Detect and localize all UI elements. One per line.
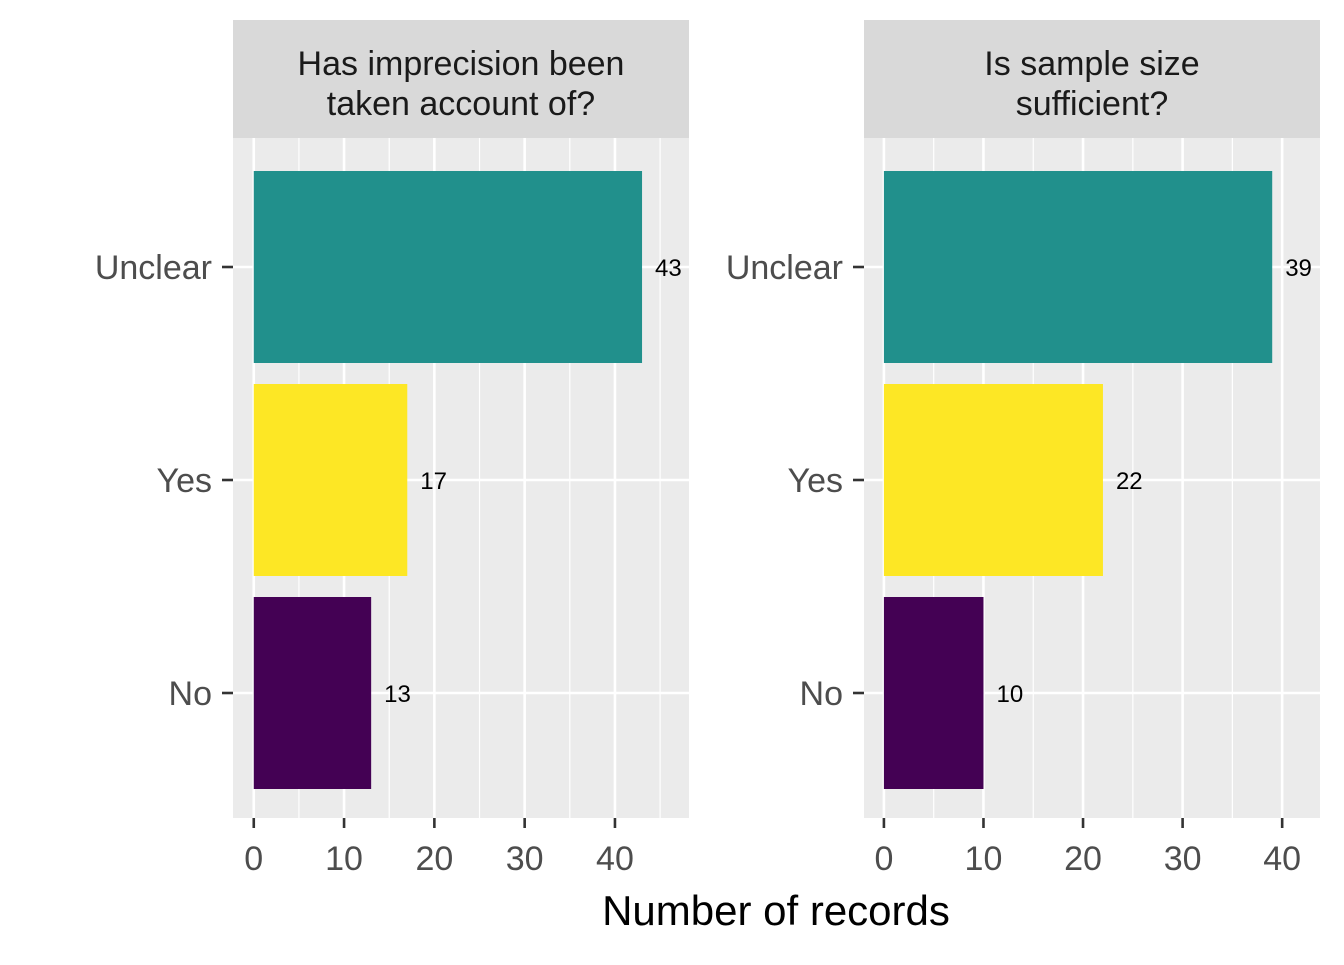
facet-title-line: taken account of? [327,85,595,123]
bar-yes [883,384,1103,576]
x-tick-label: 40 [1263,840,1301,878]
y-tick-label: No [169,675,212,713]
y-tick-label: Yes [157,462,212,500]
bar-value-label: 43 [655,255,682,282]
bar-yes [253,384,408,576]
x-tick-label: 30 [1164,840,1202,878]
facet-title-line: sufficient? [1016,85,1168,123]
x-tick-label: 0 [874,840,893,878]
y-tick-label: Unclear [726,249,843,287]
facet-strip [864,20,1320,138]
facet-title-line: Is sample size [984,45,1199,83]
facet-strip [233,20,689,138]
x-tick-label: 10 [325,840,363,878]
x-tick-label: 20 [415,840,453,878]
bar-value-label: 10 [996,681,1023,708]
x-tick-label: 30 [506,840,544,878]
bar-no [253,597,372,789]
x-tick-label: 0 [244,840,263,878]
bar-value-label: 17 [420,468,447,495]
bar-unclear [253,171,643,363]
y-tick-label: No [800,675,843,713]
y-tick-label: Yes [788,462,843,500]
x-axis-title: Number of records [602,887,950,934]
bar-unclear [883,171,1273,363]
bar-no [883,597,984,789]
x-tick-label: 20 [1064,840,1102,878]
x-tick-label: 10 [965,840,1003,878]
bar-value-label: 39 [1285,255,1312,282]
bar-value-label: 13 [384,681,411,708]
y-tick-label: Unclear [95,249,212,287]
x-tick-label: 40 [596,840,634,878]
facet-title-line: Has imprecision been [298,45,625,83]
bar-value-label: 22 [1116,468,1143,495]
